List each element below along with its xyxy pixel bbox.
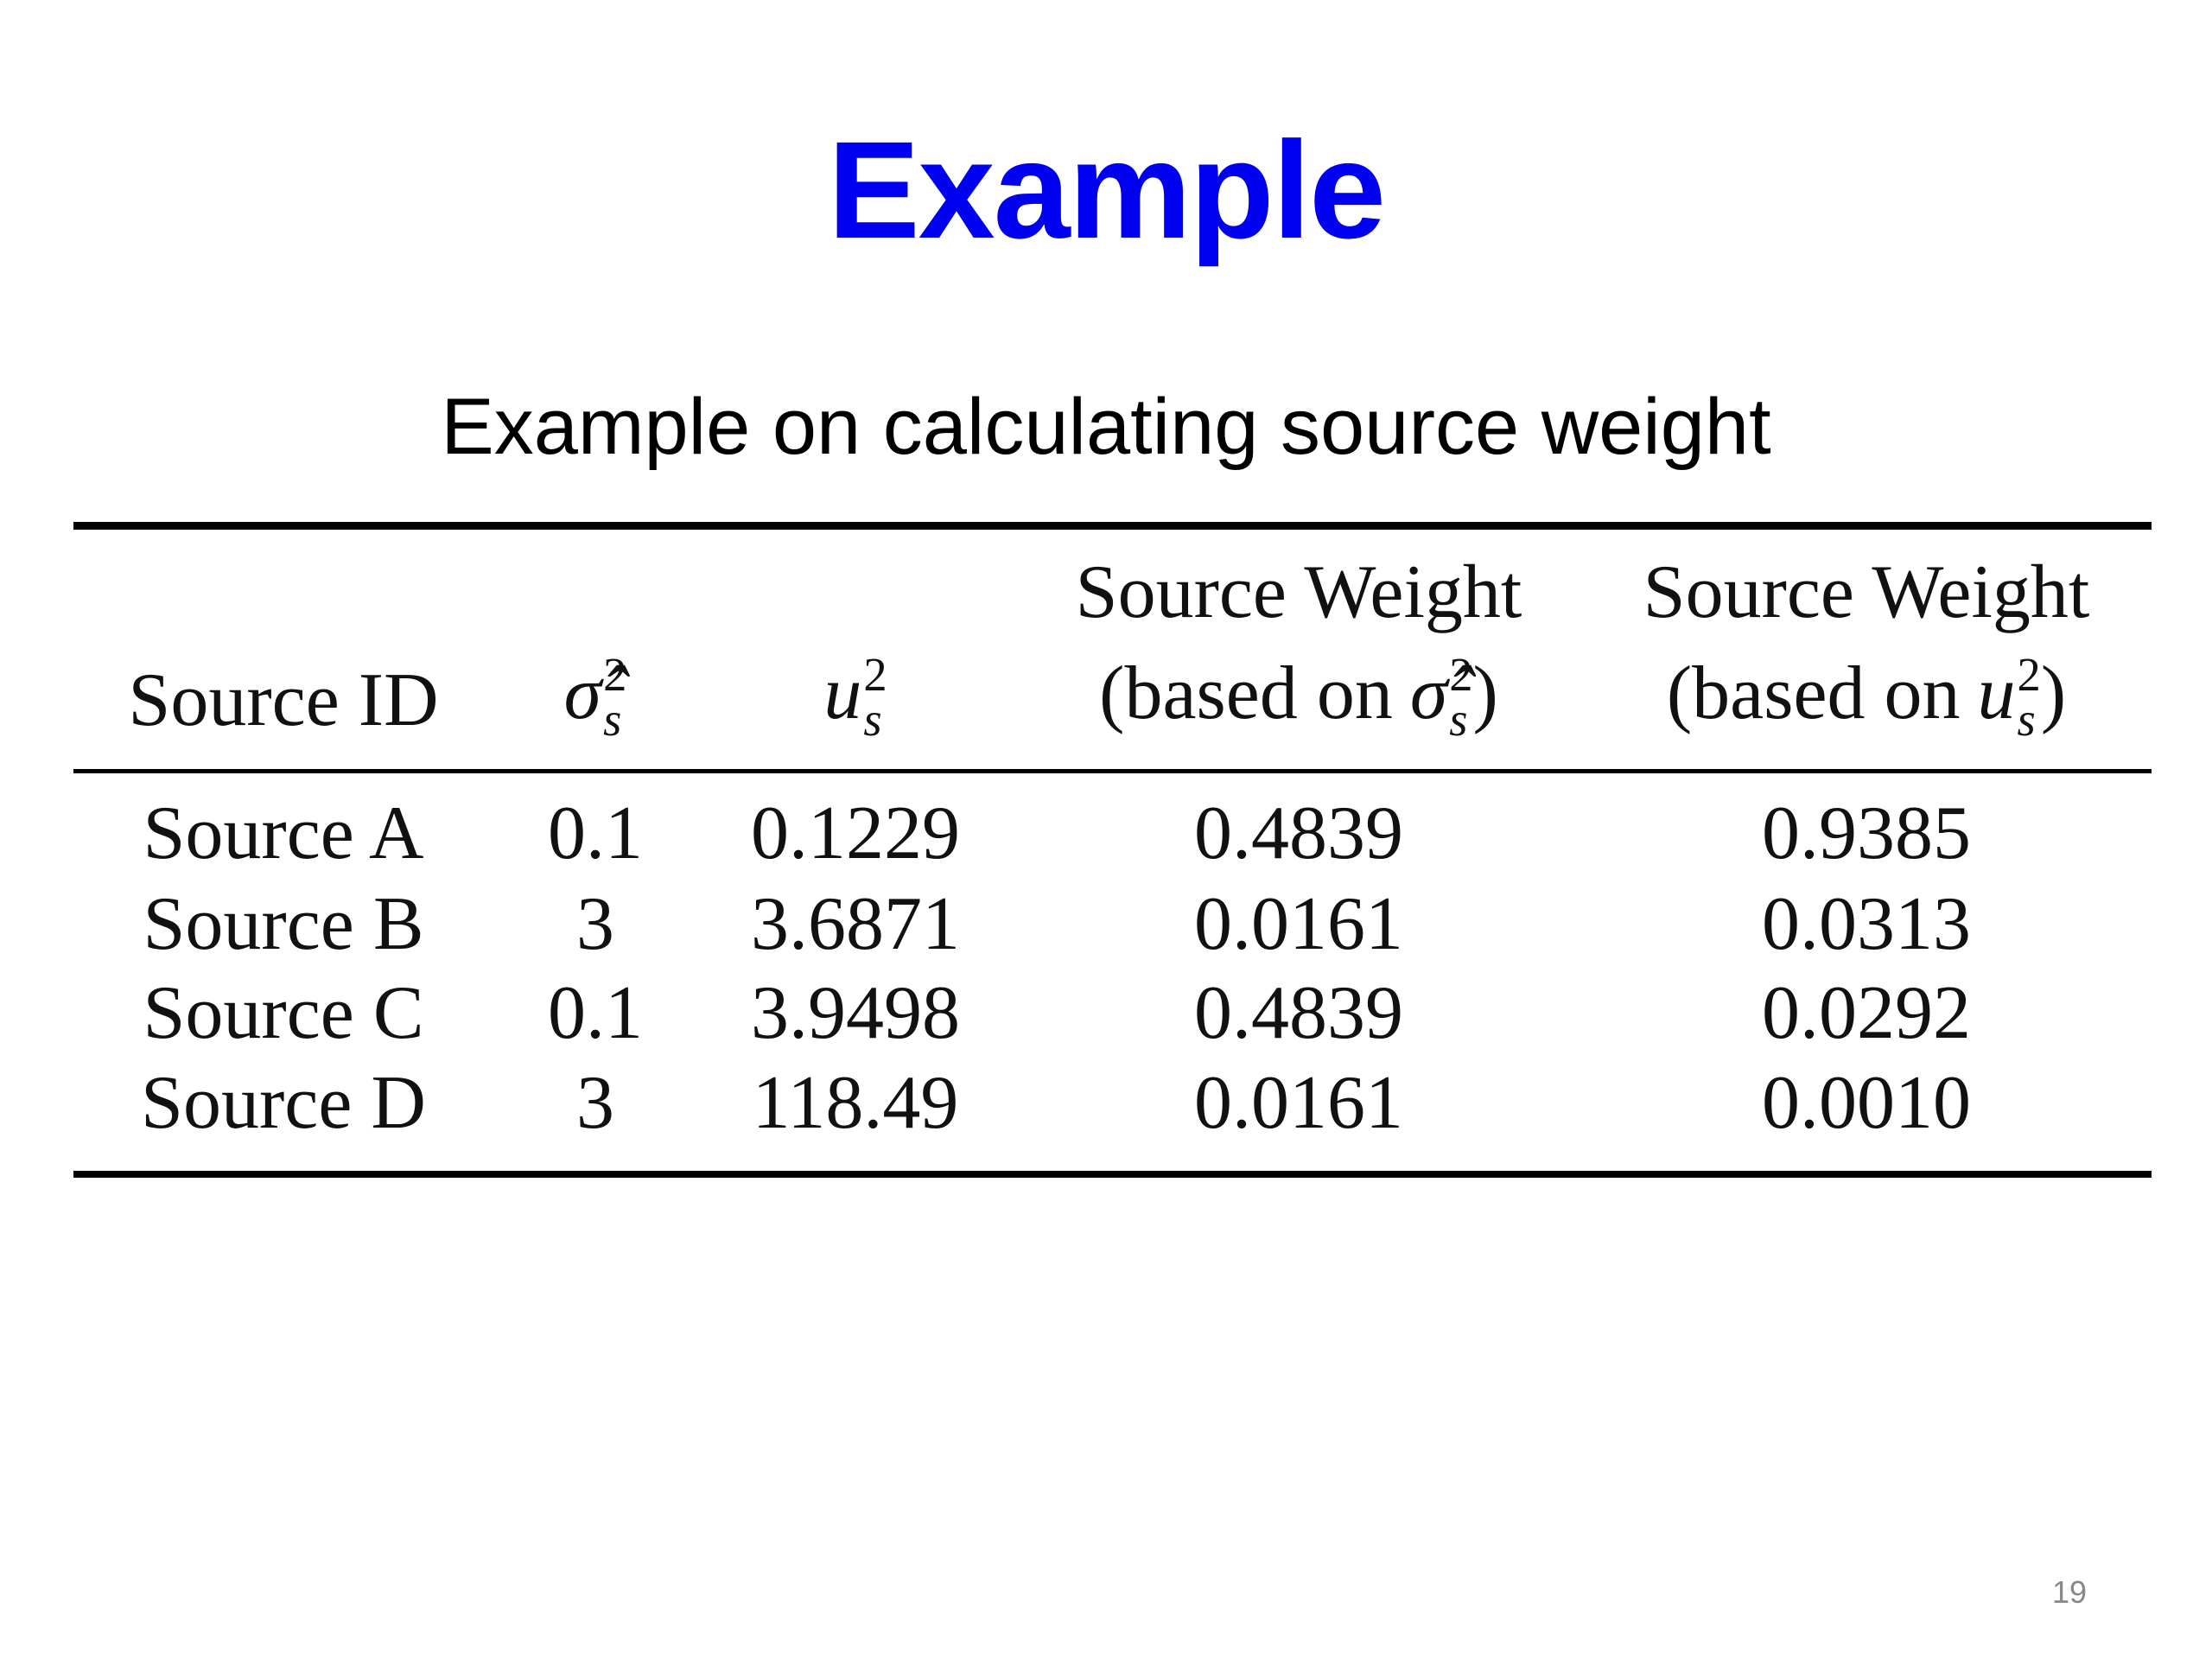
table-cell: 0.1229 (751, 791, 960, 875)
table-cell: 0.0010 (1762, 1061, 1971, 1145)
symbol-sup: 2 (603, 648, 627, 702)
table-cell: 0.1 (548, 971, 643, 1055)
table-header-rule (73, 769, 2152, 773)
table-cell: 0.9385 (1762, 791, 1971, 875)
table-cell: Source D (141, 1061, 426, 1145)
table-cell: Source B (143, 882, 424, 966)
symbol-sub: s (603, 693, 622, 746)
table-cell: 3.6871 (751, 882, 960, 966)
header-cell: σ̂ 2 s (564, 651, 627, 746)
symbol-sub: s (2017, 693, 2036, 746)
table-cell: 3 (576, 882, 614, 966)
table-top-rule (73, 522, 2152, 530)
symbol-base: u (823, 652, 862, 736)
table-cell: 0.1 (548, 791, 643, 875)
symbol-sup: 2 (863, 648, 887, 702)
page-number: 19 (2052, 1574, 2088, 1610)
table-cell: 3.9498 (751, 971, 960, 1055)
symbol-sub: s (1449, 693, 1468, 746)
header-cell: Source ID (128, 658, 439, 742)
table-cell: 0.4839 (1194, 791, 1403, 875)
header-cell: Source Weight (1643, 550, 2090, 634)
slide-title: Example (827, 112, 1386, 267)
table-cell: 0.0313 (1762, 882, 1971, 966)
symbol-sub: s (863, 693, 882, 746)
table-cell: 0.0161 (1194, 1061, 1403, 1145)
table-cell: Source C (143, 971, 424, 1055)
symbol-base: σ̂ (563, 652, 602, 736)
header-suffix: ) (2040, 652, 2067, 736)
table-bottom-rule (73, 1171, 2152, 1178)
math-symbol: σ̂ 2 s (563, 651, 627, 742)
table-cell: 0.4839 (1194, 971, 1403, 1055)
header-cell: Source Weight (1075, 550, 1522, 634)
symbol-base: u (1977, 652, 2016, 736)
header-cell: (based on u 2 s) (1667, 651, 2066, 746)
header-cell: (based on σ̂ 2 s) (1099, 651, 1498, 746)
table-cell: 0.0292 (1762, 971, 1971, 1055)
symbol-base: σ̂ (1409, 652, 1448, 736)
table-cell: Source A (143, 791, 424, 875)
symbol-sup: 2 (1449, 648, 1473, 702)
header-prefix: (based on (1099, 652, 1393, 736)
slide-subtitle: Example on calculating source weight (441, 383, 1771, 471)
header-prefix: (based on (1666, 652, 1961, 736)
table-cell: 0.0161 (1194, 882, 1403, 966)
header-suffix: ) (1472, 652, 1498, 736)
math-symbol: σ̂ 2 s (1409, 651, 1473, 742)
table-cell: 3 (576, 1061, 614, 1145)
table-cell: 118.49 (752, 1061, 959, 1145)
symbol-sup: 2 (2017, 648, 2041, 702)
